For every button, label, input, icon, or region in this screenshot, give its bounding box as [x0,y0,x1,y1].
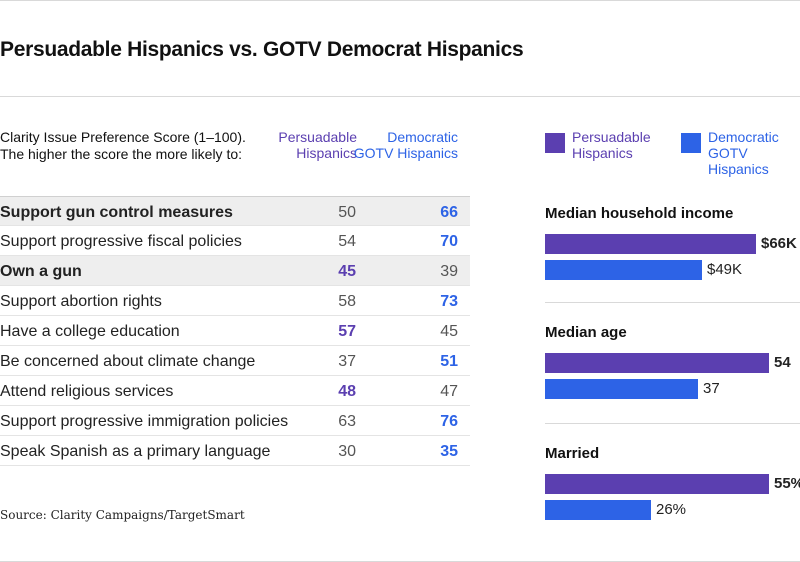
score-table: Support gun control measures 50 66 Support … [0,196,470,466]
top-rule [0,0,800,1]
table-row: Speak Spanish as a primary language 30 35 [0,436,470,466]
group-title: Married [545,445,600,462]
democratic-score: 76 [440,413,458,430]
row-label: Support progressive fiscal policies [0,233,242,250]
bar-democratic [545,260,702,280]
chart-title: Persuadable Hispanics vs. GOTV Democrat … [0,38,524,61]
table-row: Own a gun 45 39 [0,256,470,286]
legend-swatch-persuadable [545,133,565,153]
democratic-score: 70 [440,233,458,250]
table-row: Be concerned about climate change 37 51 [0,346,470,376]
table-description: Clarity Issue Preference Score (1–100). … [0,129,246,162]
bar-label-democratic: $49K [707,261,743,278]
bar-democratic [545,500,651,520]
persuadable-score: 30 [338,443,356,460]
democratic-score: 39 [440,263,458,280]
legend-label-democratic: Democratic GOTV Hispanics [708,129,779,177]
row-label: Speak Spanish as a primary language [0,443,271,460]
persuadable-score: 45 [338,263,356,280]
title-rule [0,96,800,97]
democratic-score: 45 [440,323,458,340]
persuadable-score: 63 [338,413,356,430]
bar-label-persuadable: 54 [774,354,791,371]
row-label: Support abortion rights [0,293,162,310]
table-row: Support progressive immigration policies… [0,406,470,436]
persuadable-score: 58 [338,293,356,310]
bar-democratic [545,379,698,399]
column-header-democratic: Democratic GOTV Hispanics [353,129,458,161]
row-label: Be concerned about climate change [0,353,256,370]
table-row: Have a college education 57 45 [0,316,470,346]
group-title: Median age [545,324,627,341]
democratic-score: 66 [440,204,458,221]
bar-persuadable [545,353,769,373]
row-label: Attend religious services [0,383,174,400]
table-row: Support gun control measures 50 66 [0,196,470,226]
persuadable-score: 50 [338,204,356,221]
table-row: Support abortion rights 58 73 [0,286,470,316]
democratic-score: 35 [440,443,458,460]
bar-label-democratic: 26% [656,501,687,518]
bar-persuadable [545,474,769,494]
democratic-score: 47 [440,383,458,400]
persuadable-score: 48 [338,383,356,400]
group-divider [545,423,800,424]
row-label: Own a gun [0,263,82,280]
bar-label-persuadable: $66K [761,235,797,252]
bar-label-persuadable: 55% [774,475,800,492]
group-divider [545,302,800,303]
democratic-score: 73 [440,293,458,310]
persuadable-score: 54 [338,233,356,250]
legend-swatch-democratic [681,133,701,153]
row-label: Support gun control measures [0,204,233,221]
source-note: Source: Clarity Campaigns/TargetSmart [0,508,245,522]
table-row: Attend religious services 48 47 [0,376,470,406]
column-header-persuadable: Persuadable Hispanics [278,129,357,161]
persuadable-score: 37 [338,353,356,370]
group-title: Median household income [545,205,734,222]
bar-persuadable [545,234,756,254]
row-label: Have a college education [0,323,180,340]
democratic-score: 51 [440,353,458,370]
persuadable-score: 57 [338,323,356,340]
bar-label-democratic: 37 [703,380,720,397]
legend-label-persuadable: Persuadable Hispanics [572,129,651,161]
row-label: Support progressive immigration policies [0,413,289,430]
table-row: Support progressive fiscal policies 54 70 [0,226,470,256]
